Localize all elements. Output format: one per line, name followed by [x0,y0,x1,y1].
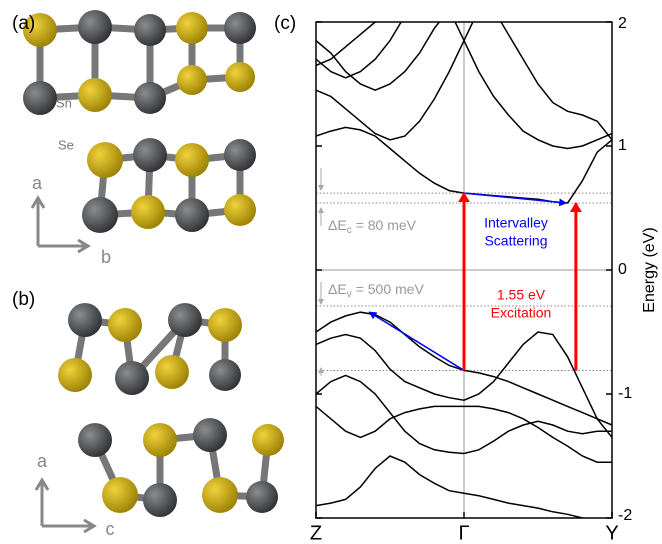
atom [134,14,166,46]
panel-label: (b) [12,289,35,310]
crystal-structures [23,10,284,517]
excitation-label: 1.55 eV [497,287,546,303]
delta-value: = 80 meV [356,217,417,233]
y-tick-label: -2 [618,507,632,524]
x-tick-label: Y [605,522,618,544]
y-tick-label: 1 [618,137,627,154]
atom [115,361,149,395]
atom [202,477,238,513]
atom [252,424,284,456]
atom [87,142,123,178]
x-tick-label: Γ [458,522,469,544]
atom [175,198,209,232]
delta-annotation: ΔEc = 80 meV [328,217,417,236]
atom [168,303,202,337]
x-tick-label: Z [310,522,322,544]
atom-label: Sn [56,95,72,110]
axis-label: c [106,519,115,539]
arrow [464,193,566,203]
atom [225,62,255,92]
atom [224,194,256,226]
axis-label: a [37,451,48,471]
atom [224,12,256,44]
delta-subscript: v [347,289,352,300]
atom [175,143,209,177]
atom [143,483,177,517]
atom [193,418,227,452]
atom [131,195,165,229]
atom [134,82,166,114]
delta-symbol: ΔE [328,281,347,297]
atom [78,10,112,44]
band [316,10,390,66]
delta-annotation: ΔEv = 500 meV [328,281,424,300]
excitation-label: Excitation [491,305,552,321]
atom [155,355,189,389]
band [316,16,405,78]
atom [23,81,57,115]
atom [108,308,142,342]
atom [78,423,112,457]
delta-value: = 500 meV [356,281,425,297]
atom [143,423,177,457]
band [449,10,612,149]
atom [102,477,138,513]
panel-label: (c) [274,13,296,34]
y-tick-label: -1 [618,385,632,402]
delta-subscript: c [347,225,352,236]
axis-label: b [101,247,111,267]
atom [177,65,207,95]
band [494,10,612,140]
scattering-label: Scattering [484,233,547,249]
atom [78,78,112,112]
y-tick-label: 0 [618,261,627,278]
atom [208,308,242,342]
atom [209,359,241,391]
atom [82,197,118,233]
atom [176,12,208,44]
scattering-label: Intervalley [484,215,548,231]
atom [68,303,102,337]
panel-label: (a) [12,13,35,34]
axis-label: a [32,173,43,193]
figure: (a) (b) (c) Sn Se a b a c -2 -1 0 1 2 Z Γ Y Ener… [0,0,662,544]
atom [58,358,92,392]
y-tick-label: 2 [618,15,627,32]
atom-label: Se [58,137,74,152]
y-axis-label: Energy (eV) [641,227,658,312]
atom [246,481,278,513]
atom [133,138,167,172]
atom [224,139,256,171]
delta-symbol: ΔE [328,217,347,233]
